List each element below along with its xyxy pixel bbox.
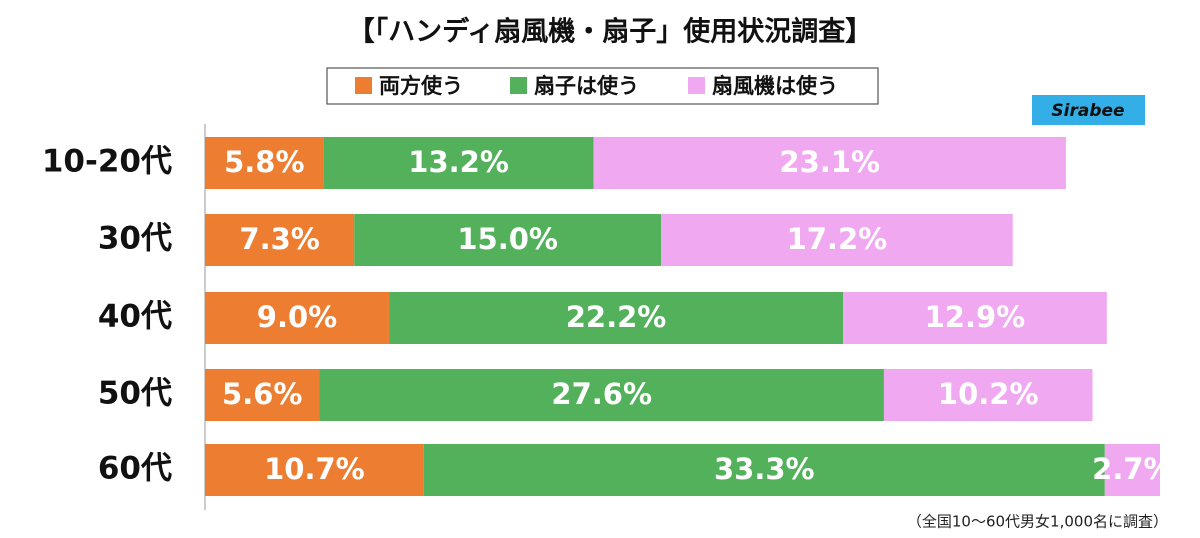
bar-segment	[883, 369, 1093, 421]
value-label: 17.2%	[787, 222, 888, 256]
value-label: 15.0%	[457, 222, 558, 256]
legend-swatch	[510, 77, 527, 94]
legend-box	[326, 67, 879, 105]
bar-segment	[661, 214, 1013, 266]
legend-swatch	[355, 77, 372, 94]
value-label: 5.6%	[222, 377, 302, 411]
legend-label: 両方使う	[379, 74, 463, 98]
category-label: 30代	[98, 221, 172, 257]
bar-segment	[323, 137, 594, 189]
logo-box	[1032, 95, 1145, 125]
logo: Sirabee	[1051, 101, 1124, 121]
footnote: （全国10〜60代男女1,000名に調査）	[907, 513, 1168, 531]
value-label: 33.3%	[714, 452, 815, 486]
bar-segment	[205, 292, 390, 344]
bar-segment	[205, 444, 424, 496]
bar-segment	[205, 137, 324, 189]
bar-segment	[843, 292, 1107, 344]
value-label: 10.2%	[938, 377, 1039, 411]
category-label: 10-20代	[42, 144, 172, 180]
value-label: 7.3%	[239, 222, 319, 256]
bar-segment	[319, 369, 884, 421]
bar-segment	[1104, 444, 1160, 496]
bar-segment	[205, 214, 355, 266]
chart-title: 【「ハンディ扇風機・扇子」使用状況調査】	[348, 16, 873, 48]
value-label: 2.7%	[1092, 452, 1172, 486]
category-label: 40代	[98, 299, 172, 335]
value-label: 10.7%	[264, 452, 365, 486]
value-label: 5.8%	[224, 145, 304, 179]
bar-segment	[593, 137, 1066, 189]
bar-segment	[423, 444, 1105, 496]
bar-segment	[205, 369, 320, 421]
category-label: 50代	[98, 376, 172, 412]
legend-label: 扇風機は使う	[712, 74, 838, 98]
bar-segment	[354, 214, 662, 266]
value-label: 13.2%	[408, 145, 509, 179]
bar-segment	[389, 292, 844, 344]
value-label: 9.0%	[257, 300, 337, 334]
value-label: 22.2%	[566, 300, 667, 334]
category-label: 60代	[98, 451, 172, 487]
value-label: 23.1%	[779, 145, 880, 179]
value-label: 27.6%	[551, 377, 652, 411]
value-label: 12.9%	[925, 300, 1026, 334]
legend-label: 扇子は使う	[534, 74, 639, 98]
legend-swatch	[688, 77, 705, 94]
